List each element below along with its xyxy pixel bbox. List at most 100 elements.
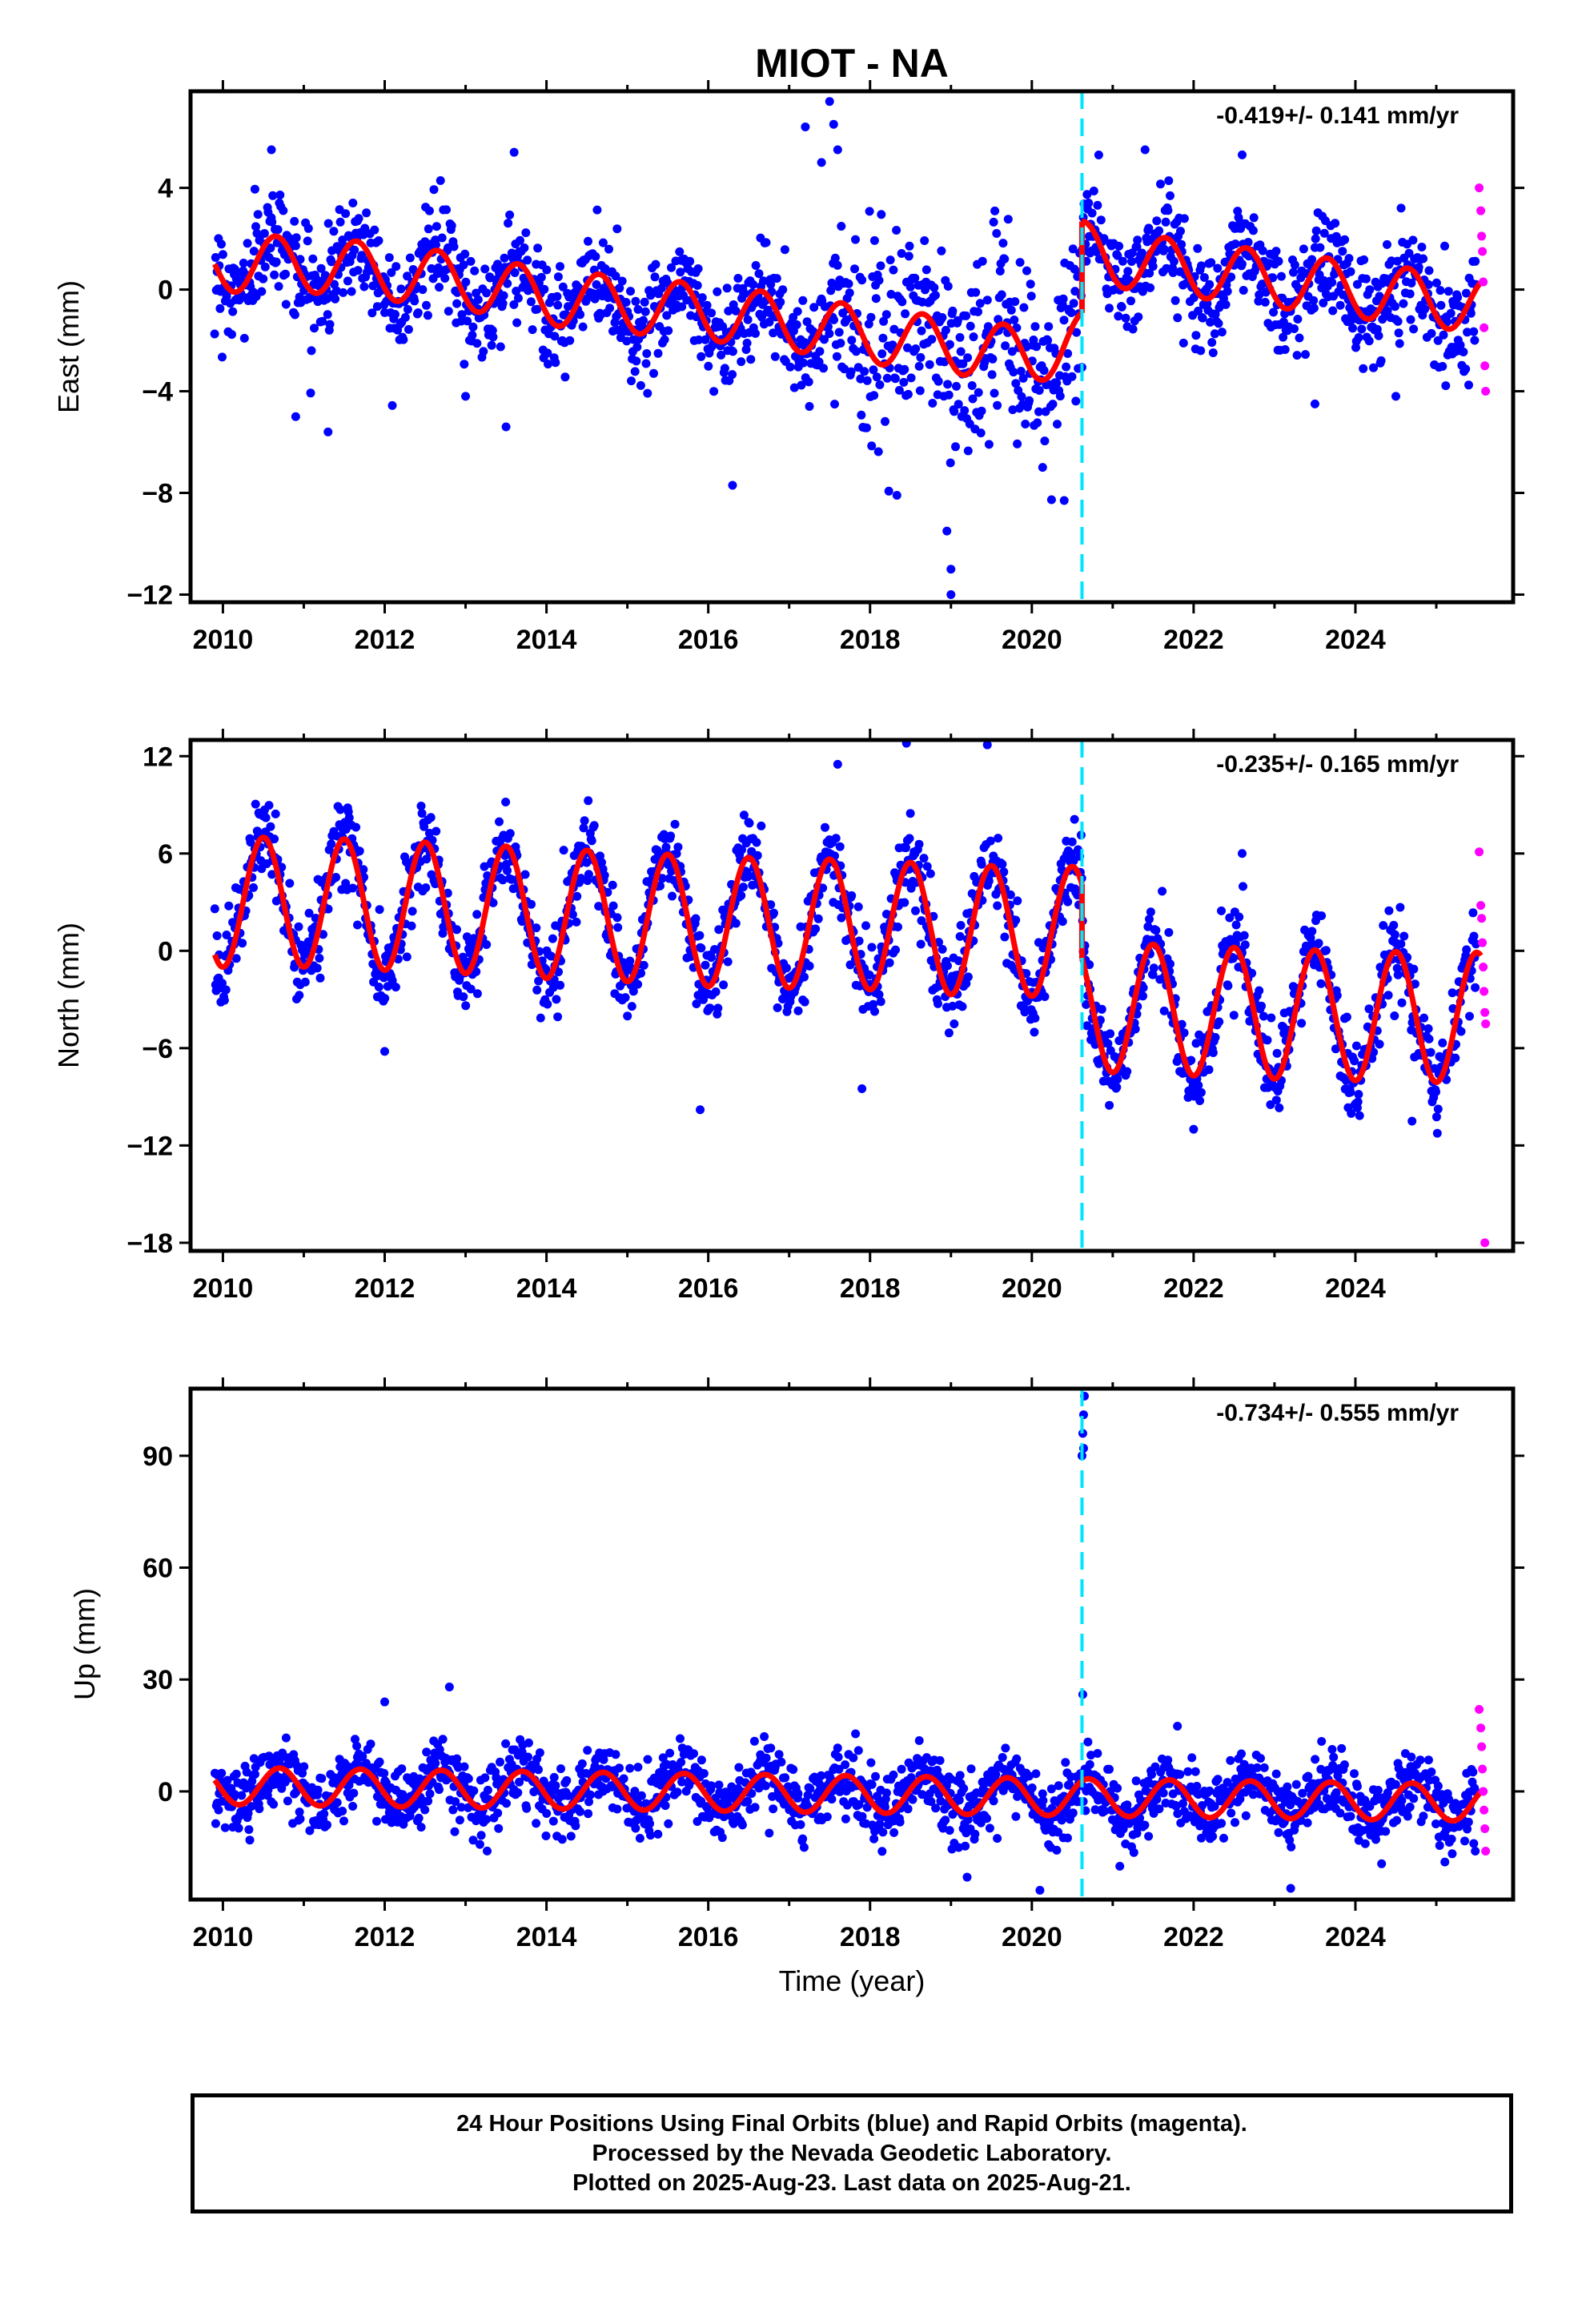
- final-orbit-point: [998, 239, 1008, 248]
- final-orbit-point: [1038, 463, 1047, 472]
- final-orbit-point: [911, 344, 921, 353]
- final-orbit-point: [955, 931, 965, 941]
- final-orbit-point: [1169, 256, 1178, 266]
- final-orbit-point: [396, 284, 406, 294]
- final-orbit-point: [1289, 267, 1298, 277]
- final-orbit-point: [436, 176, 445, 185]
- final-orbit-point: [585, 1790, 595, 1799]
- final-orbit-point: [552, 292, 562, 301]
- final-orbit-point: [513, 1788, 523, 1797]
- final-orbit-point: [702, 300, 712, 310]
- final-orbit-point: [230, 1790, 239, 1799]
- final-orbit-point: [1151, 926, 1161, 935]
- final-orbit-point: [1199, 273, 1209, 282]
- final-orbit-point: [251, 799, 260, 809]
- final-orbit-point: [239, 259, 248, 267]
- final-orbit-point: [656, 1780, 666, 1790]
- final-orbit-point: [1040, 992, 1050, 1001]
- final-orbit-point: [990, 206, 1000, 215]
- final-orbit-point: [938, 1823, 948, 1833]
- final-orbit-point: [1365, 285, 1375, 295]
- final-orbit-point: [889, 1827, 899, 1837]
- final-orbit-point: [963, 353, 973, 363]
- final-orbit-point: [1062, 362, 1071, 372]
- x-tick-label: 2020: [1002, 1273, 1062, 1304]
- outlier-point: [696, 1105, 705, 1115]
- final-orbit-point: [685, 256, 695, 266]
- final-orbit-point: [400, 312, 410, 322]
- final-orbit-point: [476, 1831, 486, 1840]
- final-orbit-point: [977, 859, 986, 869]
- final-orbit-point: [224, 901, 234, 911]
- final-orbit-point: [705, 1003, 715, 1013]
- outlier-point: [833, 759, 842, 769]
- final-orbit-point: [1353, 1097, 1363, 1107]
- final-orbit-point: [305, 1826, 315, 1835]
- final-orbit-point: [845, 960, 855, 970]
- final-orbit-point: [880, 1803, 889, 1812]
- final-orbit-point: [368, 281, 378, 291]
- final-orbit-point: [862, 376, 872, 385]
- final-orbit-point: [974, 388, 983, 397]
- outlier-point: [501, 422, 511, 432]
- rapid-orbit-points: [1475, 847, 1491, 1248]
- final-orbit-point: [1171, 1801, 1181, 1811]
- final-orbit-point: [437, 233, 447, 243]
- outlier-point: [291, 412, 300, 421]
- final-orbit-point: [993, 1834, 1002, 1844]
- final-orbit-point: [897, 297, 907, 307]
- final-orbit-point: [986, 836, 995, 846]
- final-orbit-point: [1152, 1795, 1162, 1804]
- final-orbit-point: [837, 913, 846, 923]
- final-orbit-point: [1207, 258, 1216, 267]
- final-orbit-point: [1423, 279, 1433, 289]
- final-orbit-point: [697, 1755, 706, 1765]
- final-orbit-point: [1053, 420, 1062, 429]
- final-orbit-point: [219, 995, 229, 1005]
- final-orbit-point: [619, 1774, 628, 1783]
- final-orbit-point: [745, 818, 754, 828]
- final-orbit-point: [238, 939, 247, 948]
- final-orbit-point: [630, 367, 640, 376]
- final-orbit-point: [440, 274, 450, 283]
- final-orbit-point: [608, 901, 618, 911]
- final-orbit-point: [605, 304, 615, 313]
- final-orbit-point: [1269, 308, 1279, 317]
- final-orbit-point: [798, 296, 808, 305]
- final-orbit-point: [793, 1006, 803, 1015]
- final-orbit-point: [962, 311, 971, 320]
- final-orbit-point: [1297, 1019, 1307, 1028]
- final-orbit-point: [1274, 256, 1283, 266]
- final-orbit-point: [379, 1768, 389, 1778]
- final-orbit-point: [699, 1769, 709, 1779]
- final-orbit-point: [1011, 1811, 1021, 1821]
- final-orbit-point: [656, 881, 665, 891]
- final-orbit-point: [487, 340, 496, 350]
- final-orbit-point: [1341, 1076, 1351, 1085]
- final-orbit-point: [250, 184, 259, 194]
- final-orbit-point: [359, 282, 369, 292]
- final-orbit-point: [416, 1823, 426, 1832]
- final-orbit-point: [460, 360, 469, 369]
- final-orbit-point: [632, 356, 641, 366]
- final-orbit-point: [876, 261, 885, 271]
- final-orbit-point: [1354, 1090, 1363, 1099]
- final-orbit-point: [1029, 336, 1038, 344]
- final-orbit-point: [765, 1828, 774, 1838]
- final-orbit-point: [765, 317, 774, 327]
- final-orbit-point: [429, 185, 439, 195]
- final-orbit-point: [505, 829, 515, 838]
- final-orbit-point: [255, 1804, 264, 1814]
- final-orbit-point: [966, 321, 975, 331]
- final-orbit-point: [372, 302, 382, 312]
- rapid-orbit-point: [1476, 206, 1486, 215]
- final-orbit-point: [1122, 1067, 1132, 1076]
- outlier-point: [379, 1047, 389, 1056]
- final-orbit-point: [211, 253, 220, 262]
- final-orbit-point: [466, 984, 476, 994]
- final-orbit-point: [861, 921, 870, 931]
- final-orbit-point: [235, 296, 244, 305]
- final-orbit-point: [707, 1781, 717, 1791]
- final-orbit-point: [420, 1805, 430, 1815]
- final-orbit-point: [1359, 364, 1368, 373]
